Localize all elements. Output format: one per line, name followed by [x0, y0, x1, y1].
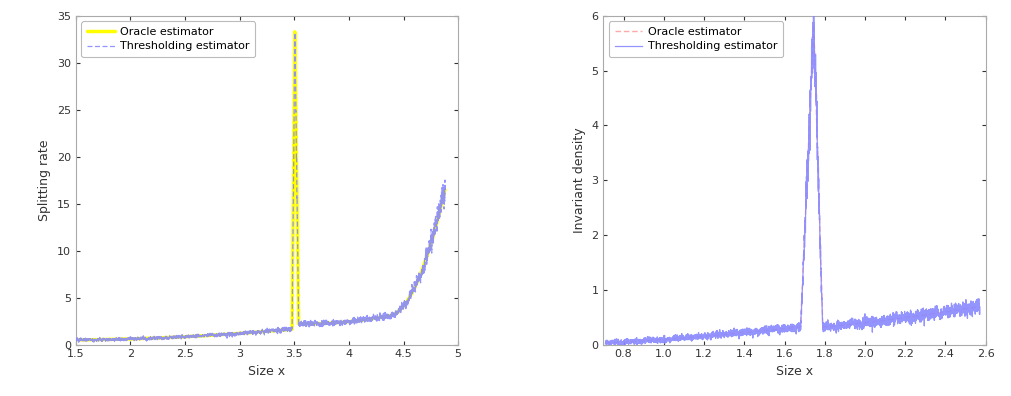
Y-axis label: Splitting rate: Splitting rate [38, 139, 52, 221]
Oracle estimator [777, 326, 790, 331]
Legend: Oracle estimator, Thresholding estimator: Oracle estimator, Thresholding estimator [609, 21, 783, 57]
Y-axis label: Invariant density: Invariant density [573, 128, 585, 233]
Oracle estimator [428, 232, 440, 236]
Thresholding estimator [777, 324, 790, 329]
Thresholding estimator [871, 321, 884, 326]
Thresholding estimator [759, 327, 771, 332]
Thresholding estimator [338, 319, 350, 324]
Thresholding estimator [409, 289, 422, 294]
Oracle estimator [943, 309, 955, 314]
Line: Oracle estimator: Oracle estimator [606, 25, 980, 343]
Oracle estimator [871, 319, 884, 324]
X-axis label: Size x: Size x [249, 365, 285, 378]
X-axis label: Size x: Size x [776, 365, 813, 378]
Oracle estimator [808, 22, 820, 27]
Thresholding estimator [962, 304, 975, 308]
Thresholding estimator [974, 312, 986, 317]
Thresholding estimator [439, 188, 451, 193]
Oracle estimator [439, 187, 451, 192]
Oracle estimator [227, 331, 240, 336]
Oracle estimator [962, 306, 975, 311]
Oracle estimator [246, 330, 258, 335]
Thresholding estimator [756, 330, 768, 335]
Oracle estimator [409, 284, 422, 288]
Line: Thresholding estimator: Thresholding estimator [606, 12, 980, 346]
Legend: Oracle estimator, Thresholding estimator: Oracle estimator, Thresholding estimator [81, 21, 256, 57]
Thresholding estimator [428, 228, 440, 233]
Thresholding estimator [225, 331, 238, 335]
Thresholding estimator [73, 340, 85, 345]
Line: Thresholding estimator: Thresholding estimator [76, 33, 445, 342]
Oracle estimator [338, 320, 350, 324]
Oracle estimator [759, 328, 771, 333]
Line: Oracle estimator: Oracle estimator [76, 32, 445, 340]
Oracle estimator [224, 331, 237, 336]
Thresholding estimator [70, 338, 82, 343]
Oracle estimator [70, 337, 82, 342]
Thresholding estimator [227, 331, 240, 335]
Thresholding estimator [943, 311, 955, 316]
Oracle estimator [289, 29, 301, 34]
Thresholding estimator [289, 30, 301, 35]
Oracle estimator [974, 304, 986, 309]
Thresholding estimator [808, 10, 820, 15]
Thresholding estimator [615, 344, 627, 348]
Oracle estimator [756, 328, 768, 333]
Thresholding estimator [246, 330, 258, 335]
Oracle estimator [600, 341, 612, 345]
Thresholding estimator [600, 341, 612, 346]
